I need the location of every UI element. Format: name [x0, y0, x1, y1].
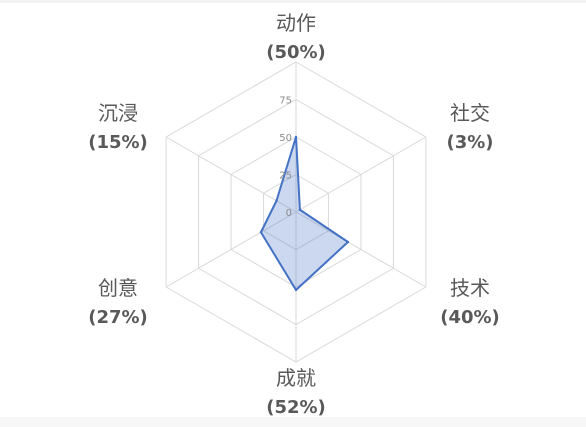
category-label: 成就 — [276, 366, 316, 390]
category-label: 动作 — [276, 11, 316, 35]
category-label: 社交 — [450, 101, 490, 125]
category-label: 技术 — [450, 276, 490, 300]
tick-label: 25 — [279, 171, 292, 182]
top-edge — [0, 0, 586, 3]
data-point — [294, 288, 298, 292]
category-percent-label: (3%) — [446, 132, 493, 153]
category-percent-label: (15%) — [88, 132, 148, 153]
data-point — [275, 199, 278, 202]
category-percent-label: (27%) — [88, 307, 148, 328]
data-point — [346, 240, 350, 244]
data-point — [294, 135, 298, 139]
tick-label: 50 — [279, 133, 292, 144]
category-label: 创意 — [98, 276, 138, 300]
category-percent-label: (40%) — [440, 307, 500, 328]
grid-spoke — [295, 136, 427, 213]
data-point — [298, 208, 302, 211]
grid-spoke — [165, 136, 297, 213]
grid-spoke — [295, 211, 427, 288]
data-point — [259, 231, 263, 234]
grid-spoke — [165, 211, 297, 288]
tick-label: 75 — [279, 96, 292, 107]
tick-label: 0 — [286, 208, 292, 219]
category-label: 沉浸 — [98, 101, 138, 125]
category-percent-label: (50%) — [266, 42, 326, 63]
bottom-edge — [0, 417, 586, 427]
category-percent-label: (52%) — [266, 397, 326, 418]
